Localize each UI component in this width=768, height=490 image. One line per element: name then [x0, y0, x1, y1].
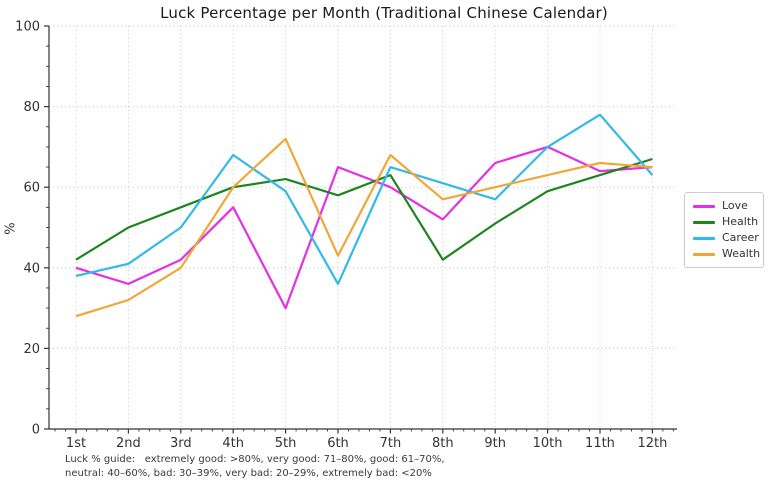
y-tick-label: 20: [23, 342, 40, 357]
x-tick-label: 6th: [327, 436, 349, 451]
y-tick-label: 60: [23, 181, 40, 196]
series-line-health: [75, 157, 653, 261]
legend-label-wealth: Wealth: [722, 247, 761, 260]
x-tick-label: 9th: [484, 436, 506, 451]
x-tick-label: 11th: [585, 436, 615, 451]
legend-entry-career: Career: [693, 232, 759, 244]
x-tick-label: 5th: [275, 436, 297, 451]
x-tick-label: 7th: [380, 436, 402, 451]
x-tick-label: 8th: [432, 436, 454, 451]
chart-legend: Love Health Career Wealth: [684, 192, 764, 268]
series-line-career: [75, 113, 654, 285]
y-tick-label: 80: [23, 100, 40, 115]
legend-label-career: Career: [722, 231, 759, 244]
wealth-line-swatch: [693, 252, 715, 256]
x-tick-label: 4th: [222, 436, 244, 451]
footnote-line-2: neutral: 40–60%, bad: 30–39%, very bad: …: [65, 468, 432, 479]
y-tick-label: 0: [32, 423, 40, 438]
x-tick-label: 10th: [533, 436, 563, 451]
x-tick-label: 3rd: [170, 436, 192, 451]
legend-entry-wealth: Wealth: [693, 248, 760, 260]
legend-label-health: Health: [722, 215, 759, 228]
series-line-wealth: [75, 137, 653, 318]
legend-entry-love: Love: [693, 200, 755, 212]
series-line-love: [75, 145, 653, 310]
y-tick-label: 40: [23, 261, 40, 276]
footnote-line-1: Luck % guide: extremely good: >80%, very…: [65, 454, 445, 465]
career-line-swatch: [693, 236, 715, 240]
x-tick-label: 2nd: [116, 436, 141, 451]
love-line-swatch: [693, 204, 715, 208]
y-tick-label: 100: [15, 20, 40, 35]
x-tick-label: 12th: [637, 436, 667, 451]
x-tick-label: 1st: [66, 436, 86, 451]
health-line-swatch: [693, 220, 715, 224]
legend-label-love: Love: [722, 199, 748, 212]
legend-entry-health: Health: [693, 215, 759, 228]
chart-title: Luck Percentage per Month (Traditional C…: [160, 4, 608, 22]
